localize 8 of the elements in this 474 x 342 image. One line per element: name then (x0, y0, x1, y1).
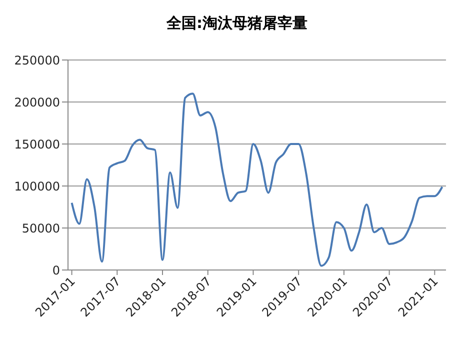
y-tick-label: 200000 (14, 95, 60, 110)
y-tick-label: 100000 (14, 179, 60, 194)
y-tick-label: 0 (52, 263, 60, 278)
y-tick-label: 50000 (22, 221, 60, 236)
y-tick-label: 150000 (14, 137, 60, 152)
y-tick-label: 250000 (14, 53, 60, 68)
line-series (70, 92, 444, 267)
chart-title: 全国:淘汰母猪屠宰量 (165, 14, 308, 33)
